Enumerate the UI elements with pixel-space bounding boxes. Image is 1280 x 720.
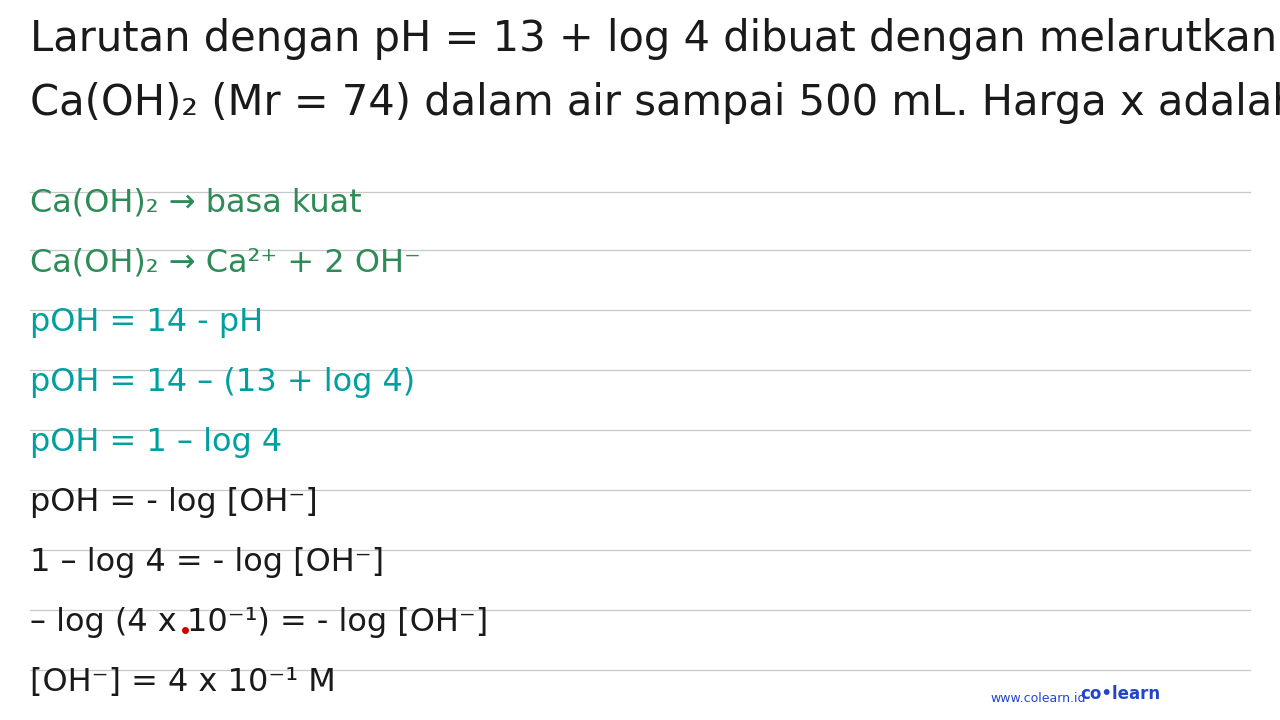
Text: 1 – log 4 = - log [OH⁻]: 1 – log 4 = - log [OH⁻] (29, 547, 384, 578)
Text: Larutan dengan pH = 13 + log 4 dibuat dengan melarutkan x gram: Larutan dengan pH = 13 + log 4 dibuat de… (29, 18, 1280, 60)
Text: Ca(OH)₂ → Ca²⁺ + 2 OH⁻: Ca(OH)₂ → Ca²⁺ + 2 OH⁻ (29, 247, 421, 278)
Text: – log (4 x 10⁻¹) = - log [OH⁻]: – log (4 x 10⁻¹) = - log [OH⁻] (29, 607, 488, 638)
Text: co•learn: co•learn (1080, 685, 1160, 703)
Text: pOH = 14 – (13 + log 4): pOH = 14 – (13 + log 4) (29, 367, 415, 398)
Text: pOH = 14 - pH: pOH = 14 - pH (29, 307, 264, 338)
Text: Ca(OH)₂ (Mr = 74) dalam air sampai 500 mL. Harga x adalah ....: Ca(OH)₂ (Mr = 74) dalam air sampai 500 m… (29, 82, 1280, 124)
Text: www.colearn.id: www.colearn.id (989, 692, 1085, 705)
Text: Ca(OH)₂ → basa kuat: Ca(OH)₂ → basa kuat (29, 187, 362, 218)
Text: pOH = 1 – log 4: pOH = 1 – log 4 (29, 427, 282, 458)
Text: [OH⁻] = 4 x 10⁻¹ M: [OH⁻] = 4 x 10⁻¹ M (29, 667, 335, 698)
Text: pOH = - log [OH⁻]: pOH = - log [OH⁻] (29, 487, 317, 518)
